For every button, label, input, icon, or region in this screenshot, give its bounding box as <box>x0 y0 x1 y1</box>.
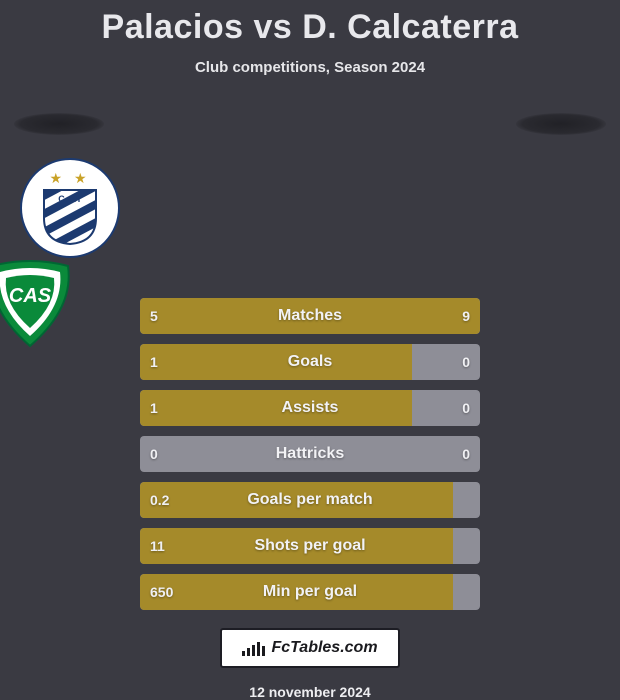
team-crest-left: ★ ★ C.A.T <box>20 158 120 258</box>
date-line: 12 november 2024 <box>0 684 620 700</box>
stat-row: 0.2Goals per match <box>140 482 480 518</box>
stats-bars: 59Matches 10Goals 10Assists 00Hattricks 0.2G… <box>140 298 480 610</box>
stat-row: 650Min per goal <box>140 574 480 610</box>
stat-label: Goals per match <box>140 482 480 518</box>
page-subtitle: Club competitions, Season 2024 <box>0 59 620 76</box>
crest-shadow-right <box>516 113 606 135</box>
stat-row: 10Goals <box>140 344 480 380</box>
crest-stars-icon: ★ ★ <box>22 170 118 187</box>
stat-label: Goals <box>140 344 480 380</box>
stat-label: Hattricks <box>140 436 480 472</box>
page-title: Palacios vs D. Calcaterra <box>0 0 620 47</box>
team-crest-right: CAS <box>0 252 80 352</box>
stat-row: 11Shots per goal <box>140 528 480 564</box>
crest-right-letters: CAS <box>9 285 52 307</box>
comparison-panel: ★ ★ C.A.T <box>0 98 620 700</box>
stat-row: 00Hattricks <box>140 436 480 472</box>
stat-label: Min per goal <box>140 574 480 610</box>
stat-label: Matches <box>140 298 480 334</box>
footer-brand-text: FcTables.com <box>271 639 377 657</box>
stat-row: 59Matches <box>140 298 480 334</box>
footer-brand-badge: FcTables.com <box>220 628 400 668</box>
stat-label: Shots per goal <box>140 528 480 564</box>
crest-left-letters: C.A.T <box>58 194 82 204</box>
crest-shadow-left <box>14 113 104 135</box>
crest-shield-left-icon: C.A.T <box>42 188 98 246</box>
crest-shield-right-icon: CAS <box>0 252 80 352</box>
stat-row: 10Assists <box>140 390 480 426</box>
brand-bars-icon <box>242 640 265 656</box>
stat-label: Assists <box>140 390 480 426</box>
